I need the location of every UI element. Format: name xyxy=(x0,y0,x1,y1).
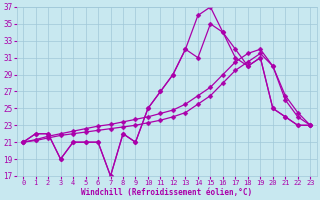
X-axis label: Windchill (Refroidissement éolien,°C): Windchill (Refroidissement éolien,°C) xyxy=(81,188,252,197)
